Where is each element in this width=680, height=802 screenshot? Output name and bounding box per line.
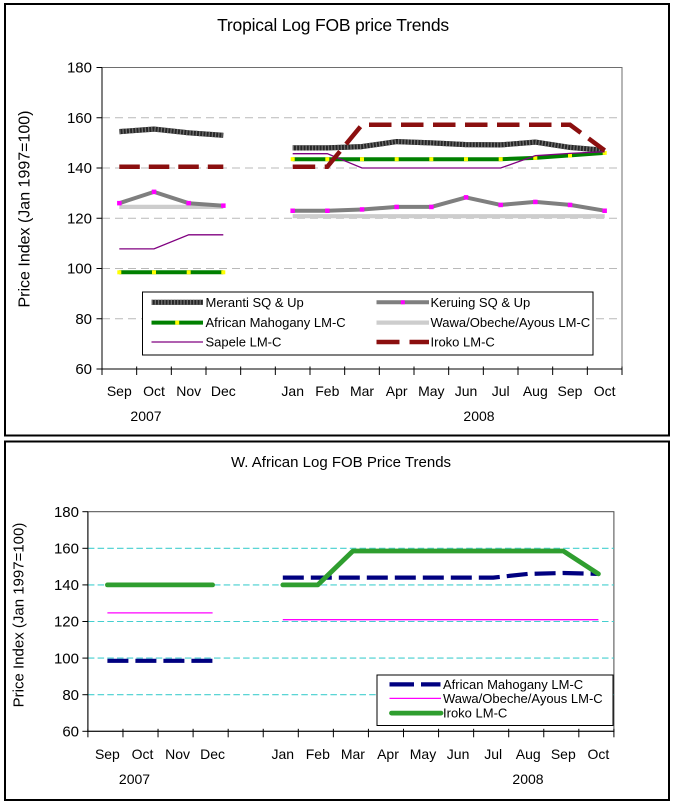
- svg-text:African Mahogany LM-C: African Mahogany LM-C: [206, 315, 346, 330]
- svg-text:W. African Log FOB Price Trend: W. African Log FOB Price Trends: [231, 454, 451, 471]
- svg-text:Iroko LM-C: Iroko LM-C: [443, 706, 507, 721]
- svg-text:Mar: Mar: [341, 746, 365, 762]
- svg-text:Jan: Jan: [272, 746, 295, 762]
- svg-text:May: May: [418, 383, 444, 399]
- svg-text:Apr: Apr: [377, 746, 399, 762]
- svg-text:Aug: Aug: [516, 746, 541, 762]
- svg-text:60: 60: [62, 724, 79, 741]
- svg-text:120: 120: [54, 614, 79, 631]
- svg-text:Sep: Sep: [551, 746, 576, 762]
- svg-text:Keruing SQ & Up: Keruing SQ & Up: [431, 295, 531, 310]
- svg-text:Nov: Nov: [176, 383, 201, 399]
- svg-text:Apr: Apr: [386, 383, 408, 399]
- svg-text:May: May: [410, 746, 436, 762]
- svg-text:2007: 2007: [119, 771, 150, 787]
- svg-text:2008: 2008: [463, 408, 494, 424]
- svg-text:Nov: Nov: [165, 746, 190, 762]
- svg-text:Wawa/Obeche/Ayous LM-C: Wawa/Obeche/Ayous LM-C: [431, 315, 591, 330]
- svg-text:Oct: Oct: [143, 383, 165, 399]
- svg-text:Sep: Sep: [558, 383, 583, 399]
- svg-text:100: 100: [54, 650, 79, 667]
- svg-text:Jun: Jun: [447, 746, 470, 762]
- svg-text:180: 180: [67, 60, 92, 77]
- svg-text:Dec: Dec: [200, 746, 225, 762]
- svg-text:African Mahogany LM-C: African Mahogany LM-C: [443, 677, 583, 692]
- svg-text:Wawa/Obeche/Ayous LM-C: Wawa/Obeche/Ayous LM-C: [443, 691, 603, 706]
- svg-text:Sep: Sep: [95, 746, 120, 762]
- svg-text:80: 80: [62, 687, 79, 704]
- svg-text:Sep: Sep: [107, 383, 132, 399]
- svg-text:Price Index (Jan 1997=100): Price Index (Jan 1997=100): [17, 110, 34, 307]
- svg-text:Mar: Mar: [350, 383, 374, 399]
- svg-text:Price Index (Jan 1997=100): Price Index (Jan 1997=100): [11, 523, 28, 708]
- svg-text:60: 60: [75, 361, 92, 378]
- svg-text:140: 140: [54, 577, 79, 594]
- svg-text:Oct: Oct: [594, 383, 616, 399]
- svg-text:80: 80: [75, 311, 92, 328]
- svg-text:Iroko LM-C: Iroko LM-C: [431, 335, 495, 350]
- svg-text:Jun: Jun: [455, 383, 478, 399]
- svg-text:Dec: Dec: [211, 383, 236, 399]
- svg-text:140: 140: [67, 160, 92, 177]
- svg-text:Sapele LM-C: Sapele LM-C: [206, 335, 282, 350]
- svg-text:Jul: Jul: [492, 383, 510, 399]
- svg-text:2007: 2007: [130, 408, 161, 424]
- svg-text:160: 160: [67, 110, 92, 127]
- svg-text:Jan: Jan: [281, 383, 304, 399]
- svg-text:120: 120: [67, 210, 92, 227]
- svg-text:Meranti SQ & Up: Meranti SQ & Up: [206, 295, 304, 310]
- svg-text:160: 160: [54, 541, 79, 558]
- svg-text:2008: 2008: [512, 771, 543, 787]
- svg-text:Feb: Feb: [306, 746, 330, 762]
- svg-text:Oct: Oct: [132, 746, 154, 762]
- svg-text:180: 180: [54, 504, 79, 521]
- svg-text:Oct: Oct: [588, 746, 610, 762]
- svg-text:Tropical Log FOB price Trends: Tropical Log FOB price Trends: [217, 15, 449, 35]
- svg-text:Aug: Aug: [523, 383, 548, 399]
- svg-text:100: 100: [67, 261, 92, 278]
- svg-text:Jul: Jul: [484, 746, 502, 762]
- svg-text:Feb: Feb: [315, 383, 339, 399]
